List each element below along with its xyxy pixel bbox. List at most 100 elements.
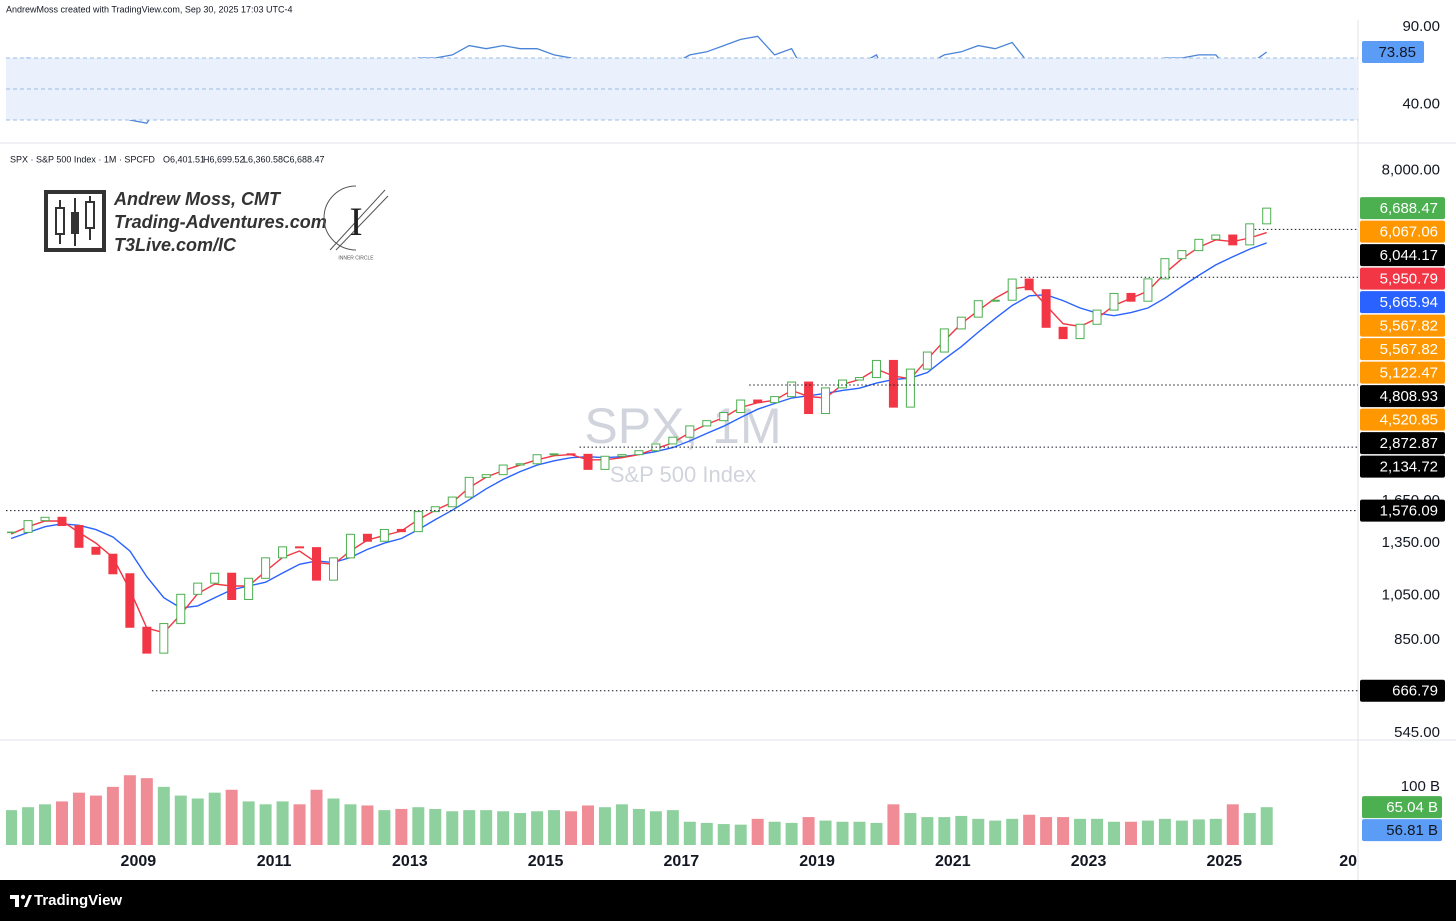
volume-bar bbox=[972, 818, 985, 845]
candle bbox=[770, 396, 780, 404]
candle bbox=[1024, 278, 1034, 291]
candle bbox=[362, 533, 372, 542]
price-label: 5,950.79 bbox=[1380, 271, 1438, 288]
volume-bar bbox=[751, 818, 764, 845]
candle bbox=[583, 453, 593, 470]
candle bbox=[905, 368, 915, 408]
volume-bar bbox=[870, 822, 883, 845]
volume-bar bbox=[208, 792, 221, 845]
candle bbox=[413, 511, 423, 533]
x-tick-label: 2017 bbox=[664, 853, 700, 870]
watermark: SPX, 1M bbox=[584, 398, 781, 454]
ohlc-open: O6,401.51 bbox=[163, 154, 205, 164]
volume-bar bbox=[581, 805, 594, 845]
volume-bar bbox=[1057, 817, 1070, 845]
volume-bar bbox=[1260, 807, 1273, 845]
candle bbox=[261, 557, 271, 579]
candle bbox=[1041, 289, 1051, 328]
candle bbox=[973, 300, 983, 318]
volume-ma-label: 56.81 B bbox=[1386, 822, 1438, 839]
price-label-box bbox=[1360, 267, 1445, 290]
price-label: 2,134.72 bbox=[1380, 459, 1438, 476]
volume-bar bbox=[1175, 820, 1188, 845]
volume-bar bbox=[123, 775, 136, 845]
price-label-box bbox=[1360, 432, 1445, 455]
volume-bar bbox=[565, 811, 578, 845]
candle bbox=[40, 516, 50, 522]
plot-area bbox=[6, 35, 1273, 845]
y-tick-label: 1,350.00 bbox=[1382, 534, 1440, 551]
volume-bar bbox=[429, 808, 442, 845]
price-label: 5,665.94 bbox=[1380, 294, 1438, 311]
price-label-box bbox=[1360, 197, 1445, 220]
volume-bar bbox=[836, 821, 849, 845]
volume-bar bbox=[1074, 818, 1087, 845]
volume-bar bbox=[785, 822, 798, 845]
candle bbox=[498, 464, 508, 476]
x-tick-label: 2011 bbox=[257, 853, 292, 870]
footer-logo bbox=[10, 894, 32, 907]
candle bbox=[1007, 278, 1017, 301]
volume-bar bbox=[1192, 819, 1205, 845]
price-label: 1,576.09 bbox=[1380, 503, 1438, 520]
volume-bar bbox=[55, 801, 68, 845]
price-label-box bbox=[1360, 291, 1445, 314]
candle bbox=[464, 476, 474, 498]
ohlc-low: L6,360.58 bbox=[243, 154, 283, 164]
volume-bar bbox=[106, 786, 119, 845]
price-label: 6,044.17 bbox=[1380, 247, 1438, 264]
candle bbox=[23, 520, 33, 533]
volume-bar bbox=[174, 795, 187, 845]
volume-bar bbox=[242, 801, 255, 845]
y-tick-label: 1,050.00 bbox=[1382, 587, 1440, 604]
volume-bar bbox=[921, 817, 934, 845]
candle bbox=[312, 547, 322, 581]
volume-bar bbox=[1091, 818, 1104, 845]
volume-bar bbox=[361, 805, 374, 845]
rsi-tick-label: 40.00 bbox=[1402, 95, 1440, 112]
volume-bar bbox=[615, 804, 628, 845]
volume-bar bbox=[768, 821, 781, 845]
candle bbox=[922, 351, 932, 370]
candle bbox=[685, 425, 695, 438]
volume-bar bbox=[853, 821, 866, 845]
price-label-box bbox=[1360, 338, 1445, 361]
volume-bar bbox=[1243, 813, 1256, 845]
x-tick-label: 2009 bbox=[121, 853, 157, 870]
badge-text: INNER CIRCLE bbox=[338, 255, 374, 261]
volume-bar bbox=[1023, 814, 1036, 845]
price-label-box bbox=[1360, 314, 1445, 337]
volume-bar bbox=[378, 810, 391, 845]
volume-bar bbox=[344, 804, 357, 845]
volume-bar bbox=[39, 804, 52, 845]
candle bbox=[108, 553, 118, 575]
x-tick-label: 2021 bbox=[935, 853, 971, 870]
candle bbox=[1143, 278, 1153, 302]
candle bbox=[549, 453, 559, 456]
candle bbox=[1058, 326, 1068, 340]
candle bbox=[379, 528, 389, 542]
candle bbox=[57, 516, 67, 527]
candle bbox=[1194, 238, 1204, 252]
volume-bar bbox=[140, 778, 153, 845]
candle bbox=[481, 474, 491, 478]
price-label-box bbox=[1360, 385, 1445, 408]
volume-bar bbox=[72, 792, 85, 845]
badge-icon: I bbox=[323, 185, 389, 251]
candle bbox=[142, 626, 152, 654]
candle bbox=[668, 436, 678, 445]
candle bbox=[210, 572, 220, 584]
candle bbox=[821, 387, 831, 415]
volume-bar bbox=[395, 808, 408, 845]
candle bbox=[990, 299, 1000, 302]
svg-text:I: I bbox=[349, 199, 362, 244]
candle bbox=[1109, 292, 1119, 311]
candle bbox=[753, 399, 763, 404]
candle bbox=[328, 557, 338, 581]
candle bbox=[702, 420, 712, 427]
volume-bar bbox=[666, 810, 679, 845]
volume-bar bbox=[463, 810, 476, 845]
volume-bar bbox=[1006, 818, 1019, 845]
